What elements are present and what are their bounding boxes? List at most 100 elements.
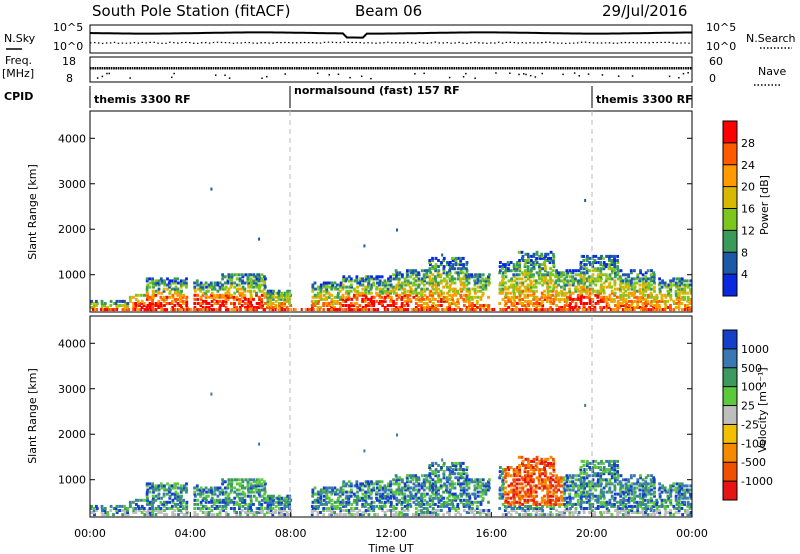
power-cell xyxy=(481,277,485,281)
velocity-cell xyxy=(210,492,214,496)
power-cell xyxy=(610,285,614,289)
velocity-cell xyxy=(169,488,172,492)
velocity-cell xyxy=(236,488,239,492)
power-cell xyxy=(484,285,488,289)
power-cell xyxy=(394,285,398,289)
velocity-cell xyxy=(431,484,434,488)
power-cell xyxy=(571,308,575,312)
velocity-cell xyxy=(266,494,270,498)
power-cell xyxy=(450,295,454,299)
power-cell xyxy=(218,295,222,299)
power-baseline-cell xyxy=(186,308,189,311)
velocity-cell xyxy=(378,488,381,492)
power-cell xyxy=(420,293,423,297)
velocity-cell xyxy=(201,511,205,514)
power-cell xyxy=(587,279,591,283)
power-cell xyxy=(526,273,530,277)
power-cell xyxy=(431,267,435,271)
power-cell xyxy=(383,285,387,289)
power-cell xyxy=(616,287,620,291)
power-cell xyxy=(233,306,237,309)
velocity-cell xyxy=(509,504,513,508)
power-cell xyxy=(338,297,342,301)
power-cell xyxy=(624,299,628,303)
freq-mark xyxy=(682,67,685,70)
velocity-cell xyxy=(401,513,405,517)
velocity-cell xyxy=(610,468,614,472)
power-baseline-cell xyxy=(248,308,251,311)
power-cell xyxy=(608,285,612,289)
velocity-cell xyxy=(103,509,107,512)
velocity-cell xyxy=(576,498,580,502)
velocity-cell xyxy=(442,461,446,465)
power-cell xyxy=(367,281,371,285)
power-cell xyxy=(249,291,253,295)
velocity-cell xyxy=(484,509,488,512)
velocity-cell xyxy=(613,472,617,476)
power-cell xyxy=(128,295,132,299)
power-cell xyxy=(366,297,370,301)
power-cell xyxy=(591,269,595,273)
power-baseline-cell xyxy=(180,308,183,311)
nave-mark xyxy=(474,77,476,79)
power-cell xyxy=(249,302,253,305)
velocity-cell xyxy=(345,490,348,494)
power-cell xyxy=(613,259,616,262)
velocity-cell xyxy=(434,492,438,496)
velocity-cell xyxy=(227,496,231,500)
velocity-cell xyxy=(356,490,359,494)
power-cell xyxy=(344,304,348,307)
power-cell xyxy=(439,289,443,293)
power-cell xyxy=(263,275,266,279)
power-cell xyxy=(507,263,511,267)
power-cell xyxy=(431,256,434,260)
velocity-cell xyxy=(387,488,390,492)
velocity-cell xyxy=(591,474,595,478)
power-cell xyxy=(627,304,631,307)
velocity-cell xyxy=(328,498,332,502)
velocity-cell xyxy=(460,486,463,490)
power-cell xyxy=(263,295,267,299)
power-baseline-cell xyxy=(429,308,432,311)
power-cell xyxy=(359,279,362,283)
velocity-cell xyxy=(633,511,637,514)
power-cell xyxy=(571,291,575,295)
power-cell xyxy=(369,299,373,303)
power-cell xyxy=(529,287,533,291)
power-cell xyxy=(571,283,575,287)
velocity-cell xyxy=(546,484,550,488)
power-cell xyxy=(523,273,527,277)
power-cell xyxy=(661,279,664,283)
power-cell xyxy=(535,289,538,293)
power-cell xyxy=(464,273,468,277)
power-cell xyxy=(115,299,119,303)
power-cell xyxy=(524,289,527,293)
velocity-cell xyxy=(255,488,259,492)
velocity-cell xyxy=(512,480,516,484)
power-cell xyxy=(403,293,407,297)
velocity-cell xyxy=(633,474,636,478)
power-cell xyxy=(683,287,687,291)
power-cell xyxy=(608,254,611,258)
power-cell xyxy=(263,281,267,285)
power-cell xyxy=(364,287,368,291)
velocity-cell xyxy=(451,502,454,506)
power-cell xyxy=(610,271,614,275)
velocity-cell xyxy=(386,498,390,502)
power-cell xyxy=(417,271,421,275)
power-cell xyxy=(549,302,553,305)
velocity-cell xyxy=(370,500,374,504)
power-cell xyxy=(199,297,203,301)
power-cell xyxy=(642,285,645,289)
power-cell xyxy=(373,277,376,281)
velocity-cell xyxy=(641,494,645,498)
power-cell xyxy=(403,289,407,293)
velocity-cell xyxy=(185,509,188,512)
velocity-cell xyxy=(355,502,359,506)
power-cell xyxy=(445,279,448,283)
power-baseline-cell xyxy=(547,308,550,311)
power-baseline-cell xyxy=(124,308,127,311)
power-cell xyxy=(154,302,158,305)
power-cell xyxy=(319,283,323,287)
power-cell xyxy=(196,293,199,297)
